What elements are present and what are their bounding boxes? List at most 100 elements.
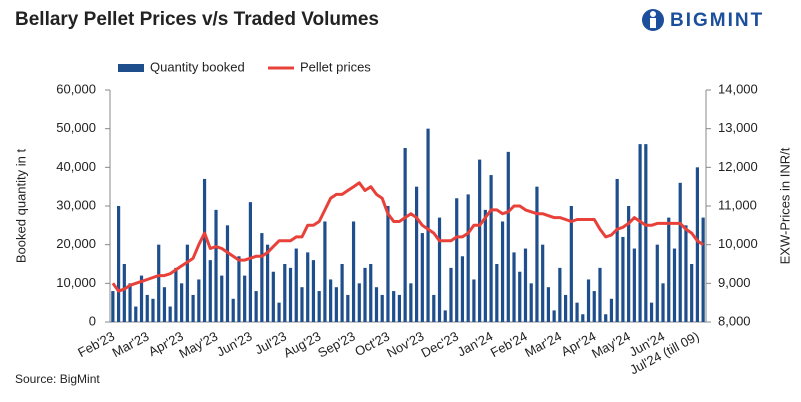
bar <box>581 314 585 322</box>
bar <box>655 244 659 322</box>
source: Source: BigMint <box>15 372 100 386</box>
bar <box>197 279 201 322</box>
bar <box>174 267 178 322</box>
bar <box>151 298 155 322</box>
bar <box>483 209 487 322</box>
bar <box>518 271 522 322</box>
bar <box>672 248 677 322</box>
bar <box>644 144 648 322</box>
bar <box>346 294 350 322</box>
bar <box>701 217 705 322</box>
bar <box>449 267 453 322</box>
bar <box>116 206 121 322</box>
bar <box>243 275 247 322</box>
bar <box>420 233 424 322</box>
bar <box>323 221 327 322</box>
chart-title: Bellary Pellet Prices v/s Traded Volumes <box>15 9 379 30</box>
bar <box>374 287 379 322</box>
y2-tick-label: 11,000 <box>718 197 757 212</box>
x-tick-label: Mar'24 <box>522 328 564 360</box>
y2-tick-label: 10,000 <box>718 236 758 251</box>
bar <box>558 267 562 322</box>
y-axis-label: Booked quantity in t <box>13 149 28 264</box>
y2-tick-label: 14,000 <box>718 81 758 96</box>
bar <box>466 194 470 322</box>
bar <box>162 287 167 322</box>
bar <box>414 186 419 322</box>
bar <box>237 256 241 322</box>
bar <box>277 302 281 322</box>
y-tick-label: 40,000 <box>56 159 96 174</box>
bar <box>168 306 172 322</box>
x-tick-label: May'24 <box>589 328 633 361</box>
bar <box>403 148 407 322</box>
bar <box>300 287 304 322</box>
bar <box>122 264 126 322</box>
x-tick-label: Sep'23 <box>315 328 357 360</box>
bar <box>649 302 654 322</box>
y-tick-label: 50,000 <box>56 120 96 135</box>
bar <box>437 217 442 322</box>
y-tick-label: 30,000 <box>56 197 96 212</box>
bar <box>363 267 367 322</box>
bar <box>684 225 688 322</box>
bar <box>317 291 321 322</box>
bar <box>621 236 625 322</box>
bar <box>598 267 602 322</box>
bar <box>351 221 356 322</box>
bar <box>225 225 230 322</box>
bar <box>134 306 138 322</box>
y2-tick-label: 9,000 <box>718 275 751 290</box>
y-tick-label: 60,000 <box>56 81 96 96</box>
bar <box>460 256 465 322</box>
bar <box>111 291 115 322</box>
bar <box>472 279 476 322</box>
y-tick-label: 10,000 <box>56 275 96 290</box>
bar <box>661 283 665 322</box>
bar <box>667 217 671 322</box>
y-tick-label: 20,000 <box>56 236 96 251</box>
bar <box>386 206 390 322</box>
bar <box>678 182 682 322</box>
y2-tick-label: 12,000 <box>718 159 758 174</box>
bar <box>541 244 545 322</box>
bar <box>208 260 212 322</box>
bar <box>500 221 505 322</box>
bar <box>546 287 551 322</box>
bar <box>157 244 161 322</box>
bar <box>609 298 614 322</box>
bar <box>529 283 533 322</box>
bar <box>563 294 568 322</box>
bar <box>357 283 361 322</box>
bar <box>604 314 608 322</box>
logo <box>642 9 664 31</box>
legend-label: Pellet prices <box>300 59 371 74</box>
x-tick-label: Nov'23 <box>384 328 426 360</box>
y2-axis-label: EXW-Prices in INR/t <box>777 147 792 264</box>
bar <box>306 252 310 322</box>
bar <box>495 264 499 322</box>
bar <box>627 206 631 322</box>
bar <box>489 175 493 322</box>
brand: BIGMINT <box>670 10 764 31</box>
price-line <box>111 181 704 293</box>
bar <box>638 144 642 322</box>
bar <box>369 264 373 322</box>
bar <box>552 310 556 322</box>
bar <box>329 279 333 322</box>
bar <box>202 178 207 322</box>
bar <box>185 244 189 322</box>
y2-tick-label: 8,000 <box>718 313 751 328</box>
bar <box>632 248 636 322</box>
bar <box>271 271 275 322</box>
bar <box>512 252 516 322</box>
bar <box>214 209 218 322</box>
x-tick-label: May'23 <box>176 328 220 361</box>
bar <box>478 159 482 322</box>
x-tick-label: Oct'23 <box>352 328 392 359</box>
bar <box>506 151 510 322</box>
x-tick-label: Feb'23 <box>75 328 117 360</box>
bar <box>254 291 258 322</box>
x-tick-label: Mar'23 <box>110 328 152 360</box>
